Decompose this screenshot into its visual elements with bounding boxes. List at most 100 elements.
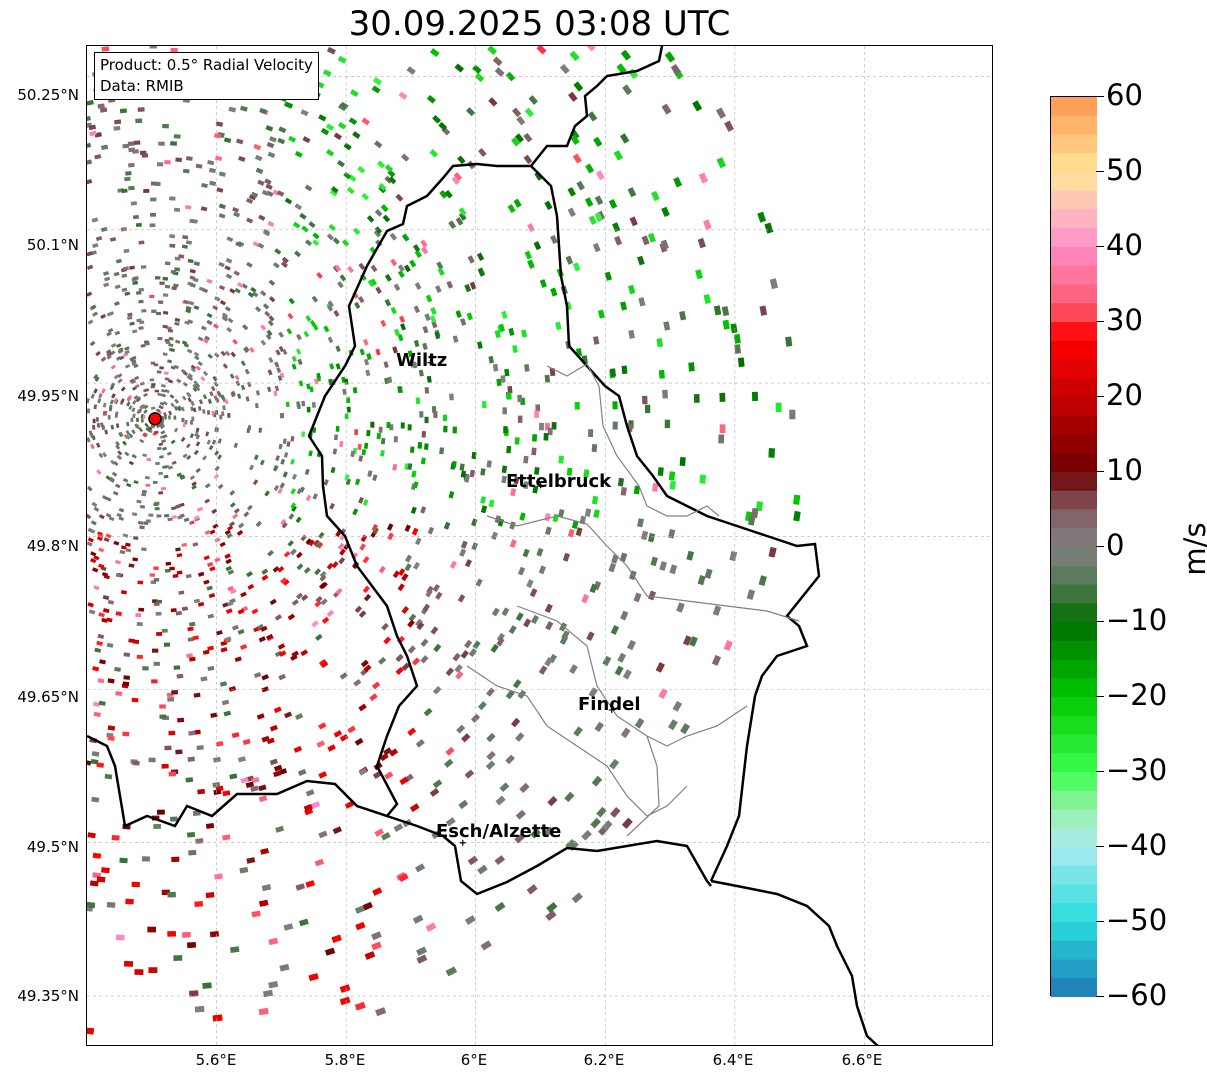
velocity-echo-bin (190, 367, 196, 373)
france-germany-border (710, 879, 879, 1045)
velocity-echo-bin (524, 250, 533, 260)
velocity-echo-bin (204, 335, 211, 341)
velocity-echo-bin (104, 773, 113, 780)
velocity-echo-bin (219, 414, 223, 420)
velocity-echo-bin (164, 160, 171, 165)
velocity-echo-bin (669, 564, 678, 575)
velocity-echo-bin (511, 137, 520, 147)
velocity-echo-bin (250, 286, 257, 293)
velocity-echo-bin (394, 328, 400, 336)
velocity-echo-bin (659, 561, 667, 571)
velocity-echo-bin (295, 348, 302, 355)
velocity-echo-bin (192, 386, 198, 393)
velocity-echo-bin (126, 315, 133, 321)
velocity-echo-bin (312, 493, 318, 500)
velocity-echo-bin (187, 941, 197, 949)
velocity-echo-bin (508, 625, 517, 635)
velocity-echo-bin (695, 269, 703, 280)
velocity-echo-bin (197, 788, 206, 795)
velocity-echo-bin (387, 523, 394, 531)
velocity-echo-bin (661, 206, 670, 218)
velocity-echo-bin (335, 345, 341, 353)
velocity-echo-bin (213, 395, 218, 401)
velocity-echo-bin (413, 561, 421, 570)
velocity-echo-bin (386, 422, 391, 429)
velocity-echo-bin (120, 386, 126, 392)
velocity-echo-bin (354, 905, 366, 914)
velocity-echo-bin (163, 311, 169, 315)
velocity-echo-bin (109, 385, 115, 391)
velocity-echo-bin (331, 561, 339, 569)
velocity-echo-bin (415, 618, 423, 627)
velocity-echo-bin (247, 291, 255, 298)
velocity-echo-bin (326, 562, 334, 570)
velocity-echo-bin (193, 598, 201, 604)
velocity-echo-bin (369, 693, 378, 702)
velocity-echo-bin (90, 551, 97, 557)
velocity-echo-bin (202, 649, 210, 655)
velocity-echo-bin (535, 404, 541, 412)
velocity-echo-bin (184, 204, 192, 210)
velocity-echo-bin (339, 548, 346, 556)
velocity-echo-bin (298, 380, 304, 387)
velocity-echo-bin (688, 362, 695, 372)
velocity-echo-bin (288, 135, 297, 143)
velocity-echo-bin (140, 344, 146, 348)
velocity-echo-bin (231, 624, 239, 631)
radar-map[interactable] (86, 45, 993, 1046)
velocity-echo-bin (206, 585, 213, 591)
velocity-echo-bin (387, 532, 394, 541)
velocity-echo-bin (332, 237, 341, 245)
velocity-echo-bin (98, 700, 106, 706)
velocity-echo-bin (195, 427, 200, 433)
velocity-echo-bin (111, 393, 116, 399)
velocity-echo-bin (443, 758, 454, 768)
velocity-echo-bin (131, 429, 136, 435)
district-borders (466, 363, 800, 837)
velocity-echo-bin (115, 559, 121, 565)
velocity-echo-bin (451, 460, 457, 469)
velocity-echo-bin (682, 635, 692, 646)
velocity-echo-bin (264, 178, 272, 185)
velocity-echo-bin (87, 1027, 95, 1035)
velocity-echo-bin (180, 436, 186, 442)
velocity-echo-bin (476, 252, 485, 261)
velocity-echo-bin (212, 1014, 223, 1022)
velocity-echo-bin (221, 699, 230, 706)
velocity-echo-bin (90, 443, 95, 450)
velocity-echo-bin (133, 480, 139, 485)
colorbar-segment (1051, 884, 1097, 904)
colorbar-segment (1051, 772, 1097, 792)
velocity-echo-bin (412, 914, 424, 924)
velocity-echo-bin (377, 160, 386, 169)
velocity-echo-bin (214, 557, 221, 563)
velocity-echo-bin (459, 548, 467, 557)
velocity-echo-bin (161, 628, 168, 633)
velocity-echo-bin (167, 415, 171, 420)
velocity-echo-bin (241, 283, 248, 290)
velocity-echo-bin (236, 530, 244, 536)
velocity-echo-bin (94, 154, 102, 160)
velocity-echo-bin (658, 688, 668, 699)
velocity-echo-bin (195, 467, 201, 474)
velocity-echo-bin (162, 352, 168, 356)
velocity-echo-bin (397, 583, 405, 592)
velocity-echo-bin (171, 286, 177, 291)
velocity-echo-bin (225, 608, 233, 614)
velocity-echo-bin (189, 433, 195, 439)
velocity-echo-bin (358, 610, 367, 618)
velocity-echo-bin (346, 406, 351, 413)
city-label-ettelbruck: Ettelbruck (506, 471, 612, 492)
velocity-echo-bin (436, 261, 444, 270)
velocity-echo-bin (312, 239, 320, 247)
velocity-echo-bin (439, 447, 445, 455)
velocity-echo-bin (604, 271, 613, 281)
colorbar-segment (1051, 228, 1097, 248)
velocity-echo-bin (237, 756, 246, 763)
velocity-echo-bin (633, 485, 641, 495)
velocity-echo-bin (501, 465, 508, 474)
velocity-echo-bin (161, 416, 164, 421)
velocity-echo-bin (517, 394, 523, 403)
velocity-echo-bin (532, 434, 538, 442)
velocity-echo-bin (185, 156, 193, 161)
